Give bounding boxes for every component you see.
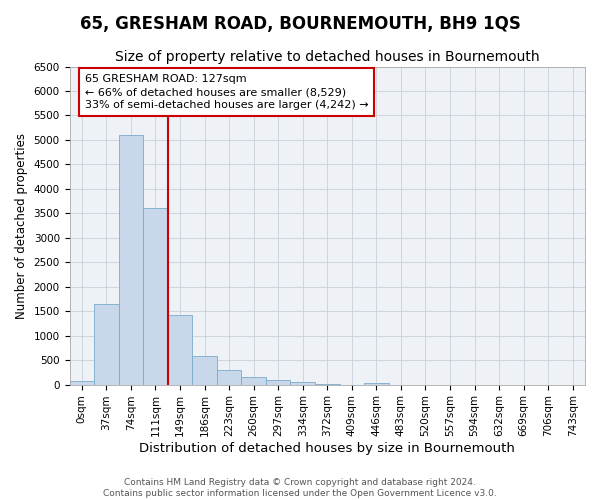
Bar [192,356,217,384]
Bar [217,370,241,384]
Bar [94,304,119,384]
Bar [241,378,266,384]
Text: 65, GRESHAM ROAD, BOURNEMOUTH, BH9 1QS: 65, GRESHAM ROAD, BOURNEMOUTH, BH9 1QS [80,15,520,33]
Bar [143,208,168,384]
Bar [70,380,94,384]
Text: Contains HM Land Registry data © Crown copyright and database right 2024.
Contai: Contains HM Land Registry data © Crown c… [103,478,497,498]
Title: Size of property relative to detached houses in Bournemouth: Size of property relative to detached ho… [115,50,539,64]
Bar [290,382,315,384]
Bar [168,314,192,384]
Bar [364,383,389,384]
Y-axis label: Number of detached properties: Number of detached properties [15,132,28,318]
Bar [266,380,290,384]
Bar [119,135,143,384]
X-axis label: Distribution of detached houses by size in Bournemouth: Distribution of detached houses by size … [139,442,515,455]
Text: 65 GRESHAM ROAD: 127sqm
← 66% of detached houses are smaller (8,529)
33% of semi: 65 GRESHAM ROAD: 127sqm ← 66% of detache… [85,74,368,110]
